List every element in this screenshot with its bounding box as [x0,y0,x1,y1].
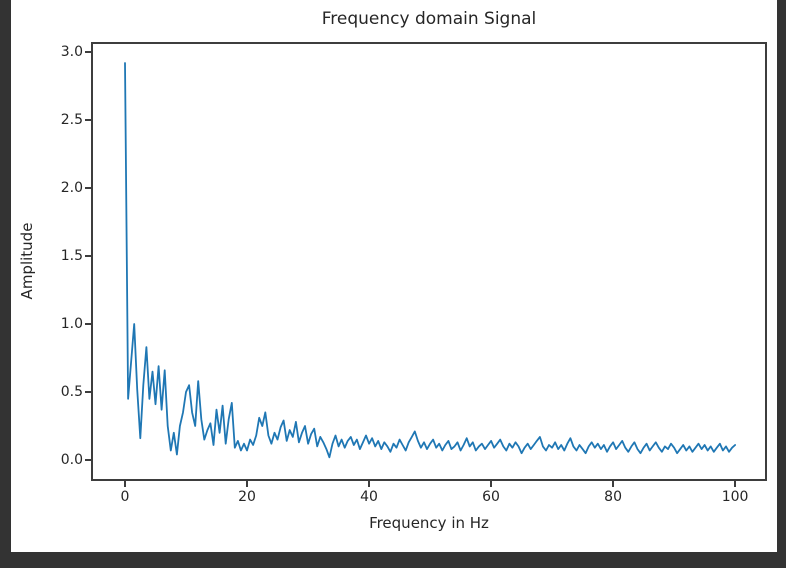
spectrum-svg [124,62,736,459]
x-tick-label: 60 [482,489,500,505]
x-tick-mark [734,481,737,487]
signal-line [124,62,736,459]
x-axis-label: Frequency in Hz [369,514,489,532]
y-tick-mark [85,119,91,122]
x-tick-label: 0 [120,489,130,505]
y-tick-mark [85,458,91,461]
y-tick-label: 0.0 [60,451,83,468]
y-tick-label: 3.0 [60,44,83,61]
x-tick-label: 80 [604,489,622,505]
x-tick-mark [612,481,615,487]
matplotlib-figure: Frequency domain Signal Frequency in Hz … [11,0,777,552]
y-tick-mark [85,391,91,393]
y-tick-label: 2.0 [60,180,83,197]
y-tick-label: 1.0 [60,316,83,333]
x-tick-label: 20 [238,489,256,505]
x-tick-mark [490,481,493,487]
x-tick-label: 100 [721,489,749,505]
x-tick-mark [246,481,249,487]
x-tick-mark [124,481,127,487]
y-tick-label: 0.5 [60,384,83,400]
chart-title: Frequency domain Signal [321,9,537,29]
y-tick-mark [85,323,91,326]
y-tick-label: 2.5 [60,112,83,129]
y-tick-mark [85,255,91,258]
y-tick-mark [85,51,91,54]
y-tick-mark [85,187,91,190]
x-tick-mark [368,481,371,487]
x-tick-label: 40 [360,489,378,505]
plot-area [91,42,767,481]
y-tick-label: 1.5 [60,248,83,265]
